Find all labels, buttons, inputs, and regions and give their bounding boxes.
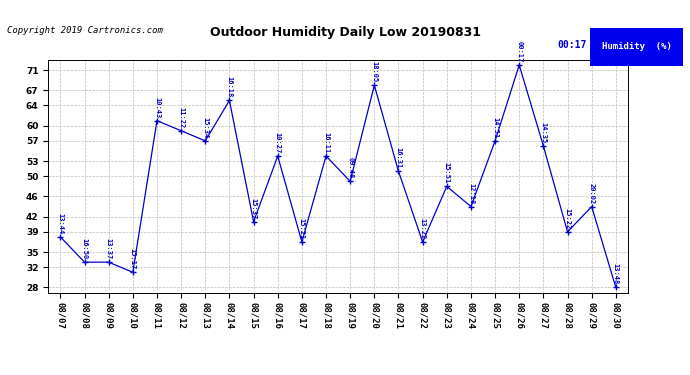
Text: 00:17: 00:17	[516, 41, 522, 62]
Text: 13:37: 13:37	[106, 238, 112, 260]
Text: 13:44: 13:44	[57, 213, 63, 234]
Text: 20:02: 20:02	[589, 183, 595, 204]
Text: Humidity  (%): Humidity (%)	[602, 42, 671, 51]
Text: 18:05: 18:05	[371, 61, 377, 82]
Text: 15:22: 15:22	[564, 208, 571, 229]
Text: 16:18: 16:18	[226, 76, 233, 98]
Text: Copyright 2019 Cartronics.com: Copyright 2019 Cartronics.com	[7, 26, 163, 35]
Text: 10:43: 10:43	[154, 97, 160, 118]
Text: 16:31: 16:31	[395, 147, 402, 168]
Text: 15:21: 15:21	[299, 218, 305, 239]
Text: 10:27: 10:27	[275, 132, 281, 153]
Text: 15:17: 15:17	[130, 248, 136, 270]
Text: 09:48: 09:48	[347, 157, 353, 178]
Text: 11:22: 11:22	[178, 107, 184, 128]
Text: 13:48: 13:48	[613, 263, 619, 285]
Text: 15:37: 15:37	[250, 198, 257, 219]
Text: 15:51: 15:51	[444, 162, 450, 184]
Text: 15:34: 15:34	[202, 117, 208, 138]
Text: 16:50: 16:50	[81, 238, 88, 260]
Text: 12:18: 12:18	[468, 183, 474, 204]
Text: 00:17: 00:17	[557, 40, 586, 50]
Text: 14:35: 14:35	[540, 122, 546, 143]
Text: Outdoor Humidity Daily Low 20190831: Outdoor Humidity Daily Low 20190831	[210, 26, 480, 39]
Text: 14:51: 14:51	[492, 117, 498, 138]
Text: 13:22: 13:22	[420, 218, 426, 239]
Text: 16:11: 16:11	[323, 132, 329, 153]
